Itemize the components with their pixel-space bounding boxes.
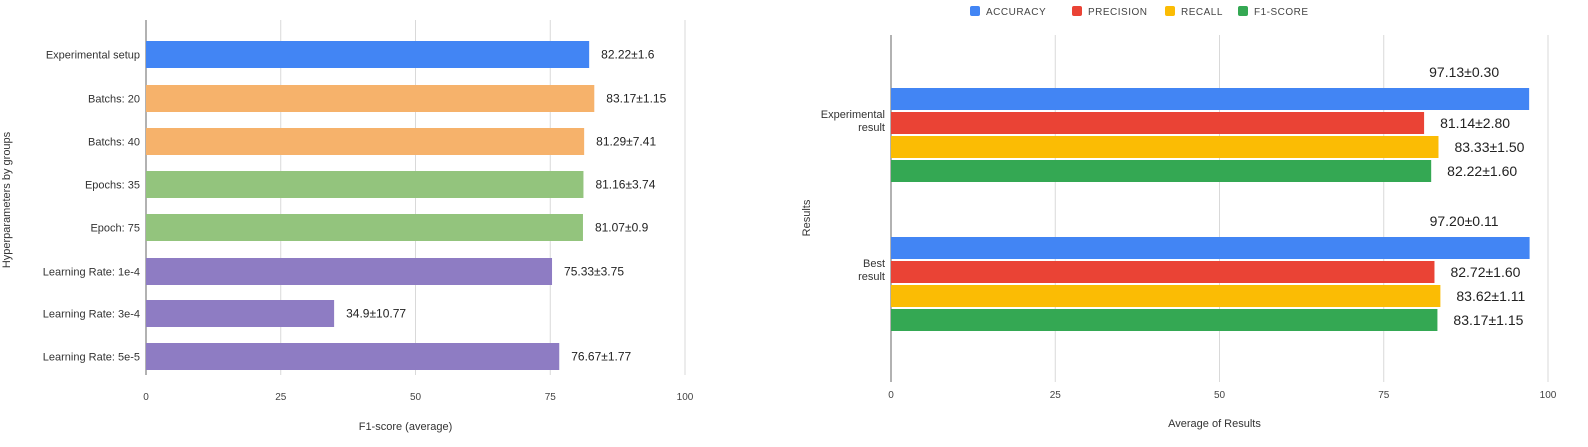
chart2-legend-swatch (1072, 6, 1082, 16)
chart1-value-label: 81.29±7.41 (596, 135, 656, 149)
chart1-bar (146, 214, 583, 241)
chart2-legend-label: ACCURACY (986, 7, 1046, 18)
chart1-value-label: 76.67±1.77 (571, 350, 631, 364)
chart2-x-tick-label: 100 (1540, 390, 1557, 401)
chart2-value-label: 82.72±1.60 (1450, 264, 1520, 280)
chart1-category-label: Learning Rate: 3e-4 (43, 309, 140, 321)
chart2-bar (891, 309, 1438, 331)
chart1-x-tick-label: 100 (677, 392, 694, 403)
chart2-value-label: 81.14±2.80 (1440, 115, 1510, 131)
chart1-bar (146, 343, 560, 370)
chart2-x-tick-label: 50 (1214, 390, 1226, 401)
chart2-x-tick-label: 25 (1050, 390, 1062, 401)
chart2-x-tick-label: 0 (888, 390, 894, 401)
chart1-x-axis-title: F1-score (average) (359, 421, 453, 433)
chart1-bar (146, 85, 595, 112)
chart2-legend-label: F1-SCORE (1254, 7, 1309, 18)
chart2-legend-label: RECALL (1181, 7, 1223, 18)
chart1-category-label: Batchs: 40 (88, 137, 140, 149)
chart2-bar (891, 112, 1425, 134)
chart1-bar (146, 128, 585, 155)
chart2-category-label: result (858, 271, 885, 283)
chart1-bar (146, 41, 590, 68)
chart1-category-label: Learning Rate: 1e-4 (43, 267, 140, 279)
chart1-bar (146, 300, 335, 327)
chart1-x-tick-label: 0 (143, 392, 149, 403)
chart1-x-tick-label: 25 (275, 392, 287, 403)
chart2-bar (891, 237, 1530, 259)
chart2-bar (891, 88, 1530, 110)
chart2-value-label: 83.62±1.11 (1456, 288, 1525, 304)
chart1-category-label: Batchs: 20 (88, 94, 140, 106)
chart2-bar (891, 160, 1432, 182)
chart1-category-label: Learning Rate: 5e-5 (43, 352, 140, 364)
chart2-legend-label: PRECISION (1088, 7, 1148, 18)
chart2-value-label: 97.20±0.11 (1430, 213, 1499, 229)
chart2-value-label: 83.33±1.50 (1454, 139, 1524, 155)
chart1-category-label: Epochs: 35 (85, 180, 140, 192)
chart2-x-tick-label: 75 (1378, 390, 1390, 401)
chart2-category-label: Experimental (821, 109, 885, 121)
chart2-bar (891, 261, 1435, 283)
chart1-bar (146, 171, 584, 198)
chart1-x-tick-label: 75 (545, 392, 557, 403)
chart1-value-label: 34.9±10.77 (346, 307, 406, 321)
chart2-y-axis-title: Results (801, 199, 813, 236)
chart2-value-label: 83.17±1.15 (1453, 312, 1523, 328)
chart2-bar (891, 285, 1441, 307)
chart1-category-label: Experimental setup (46, 50, 140, 62)
chart2-legend-swatch (1238, 6, 1248, 16)
chart1-value-label: 75.33±3.75 (564, 265, 624, 279)
chart1-value-label: 81.07±0.9 (595, 221, 649, 235)
chart2-category-label: result (858, 122, 885, 134)
chart1-bar (146, 258, 553, 285)
chart2-category-label: Best (863, 258, 885, 270)
chart1-category-label: Epoch: 75 (90, 223, 140, 235)
chart2-legend-swatch (970, 6, 980, 16)
chart1-value-label: 83.17±1.15 (606, 92, 666, 106)
chart2-bar (891, 136, 1439, 158)
chart2-value-label: 97.13±0.30 (1429, 64, 1499, 80)
chart2-legend-swatch (1165, 6, 1175, 16)
chart1-value-label: 82.22±1.6 (601, 48, 655, 62)
chart2-value-label: 82.22±1.60 (1447, 163, 1517, 179)
chart2-x-axis-title: Average of Results (1168, 418, 1261, 430)
chart1-y-axis-title: Hyperparameters by groups (1, 131, 13, 268)
chart1-x-tick-label: 50 (410, 392, 422, 403)
chart1-value-label: 81.16±3.74 (595, 178, 655, 192)
